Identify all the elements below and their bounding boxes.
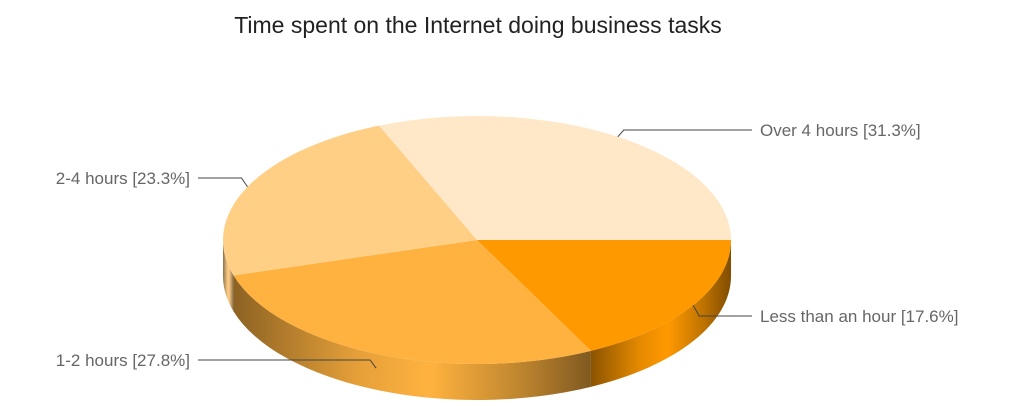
pie-slice-1[interactable]: [233, 240, 591, 364]
pie-top-layer: [223, 116, 731, 364]
slice-label-0: Less than an hour [17.6%]: [760, 307, 958, 326]
pie-slice-0[interactable]: [477, 240, 731, 351]
pie-slice-side-1: [233, 275, 591, 400]
slice-label-1: 1-2 hours [27.8%]: [56, 351, 190, 370]
chart-title: Time spent on the Internet doing busines…: [234, 12, 722, 38]
pie-slice-2[interactable]: [223, 125, 477, 276]
slice-label-3: Over 4 hours [31.3%]: [760, 121, 921, 140]
pie-slice-side-2: [223, 240, 234, 312]
pie-label-layer: Less than an hour [17.6%] 1-2 hours [27.8…: [56, 121, 959, 370]
leader-line-0: [692, 304, 752, 317]
pie-side-layer: [223, 240, 731, 400]
leader-line-2: [198, 177, 248, 188]
pie-slice-side-0: [590, 240, 731, 387]
leader-line-1: [198, 359, 377, 369]
slice-label-2: 2-4 hours [23.3%]: [56, 169, 190, 188]
pie-slice-3[interactable]: [379, 116, 731, 240]
leader-line-3: [617, 129, 752, 138]
